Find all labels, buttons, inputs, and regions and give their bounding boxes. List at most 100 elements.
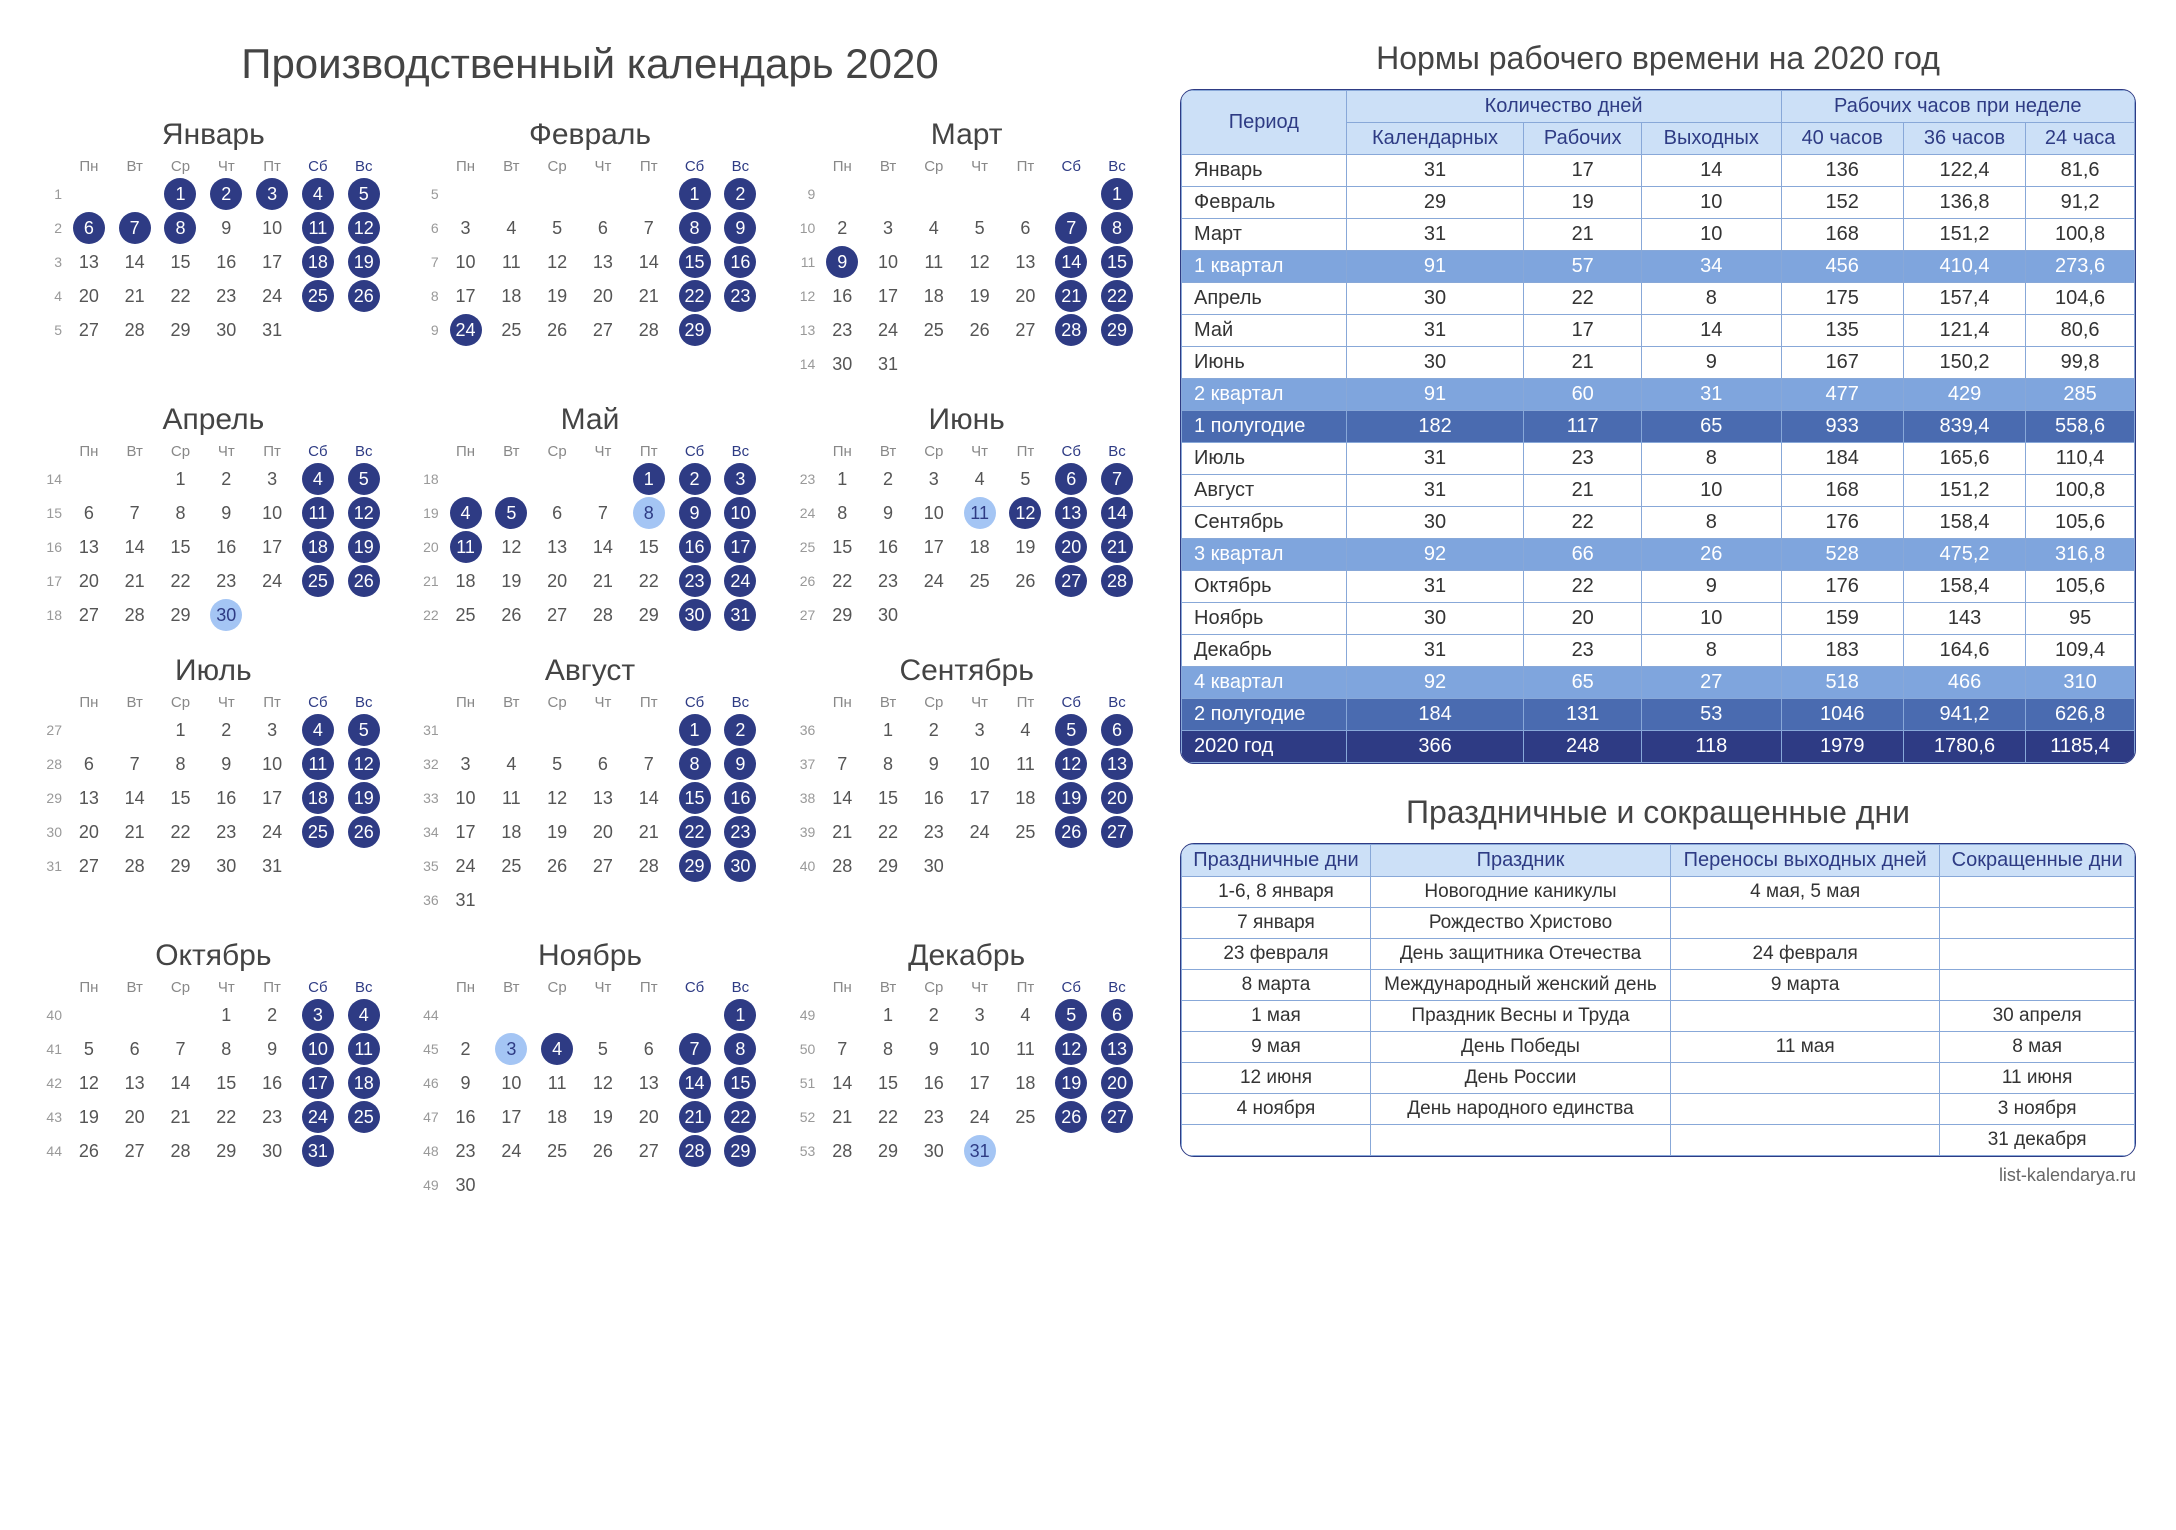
day-cell: 9	[210, 748, 242, 780]
norms-title: Нормы рабочего времени на 2020 год	[1180, 40, 2136, 77]
holiday-cell: 8 марта	[1182, 970, 1371, 1001]
norms-cell: 941,2	[1903, 699, 2025, 731]
day-cell: 18	[495, 280, 527, 312]
day-cell: 13	[1009, 246, 1041, 278]
day-cell: 16	[679, 531, 711, 563]
day-cell: 21	[633, 816, 665, 848]
day-cell: 1	[1101, 178, 1133, 210]
day-cell: 7	[587, 497, 619, 529]
norms-cell: 1046	[1781, 699, 1903, 731]
day-cell: 4	[918, 212, 950, 244]
norms-table: ПериодКоличество днейРабочих часов при н…	[1181, 90, 2135, 763]
day-cell: 23	[918, 816, 950, 848]
month-name: Май	[417, 403, 764, 437]
day-cell: 19	[348, 782, 380, 814]
day-cell: 24	[256, 280, 288, 312]
holiday-cell: День Победы	[1370, 1032, 1670, 1063]
day-cell: 11	[348, 1033, 380, 1065]
norms-cell: 21	[1524, 219, 1642, 251]
day-cell: 18	[1009, 1067, 1041, 1099]
day-cell: 27	[1101, 1101, 1133, 1133]
day-cell: 30	[724, 850, 756, 882]
day-cell: 7	[119, 212, 151, 244]
holiday-cell	[1671, 1125, 1940, 1156]
norms-cell: 933	[1781, 411, 1903, 443]
norms-cell: 131	[1524, 699, 1642, 731]
norms-cell: 17	[1524, 315, 1642, 347]
day-cell: 23	[256, 1101, 288, 1133]
day-cell: 17	[872, 280, 904, 312]
day-cell: 28	[119, 850, 151, 882]
norms-cell: 105,6	[2026, 507, 2135, 539]
holiday-cell: День защитника Отечества	[1370, 939, 1670, 970]
day-cell: 24	[918, 565, 950, 597]
norms-cell: 8	[1641, 507, 1781, 539]
norms-cell: 143	[1903, 603, 2025, 635]
day-cell: 27	[587, 850, 619, 882]
norms-cell: 23	[1524, 635, 1642, 667]
holiday-cell: 3 ноября	[1940, 1094, 2135, 1125]
day-cell: 17	[724, 531, 756, 563]
day-cell: 12	[1009, 497, 1041, 529]
norms-cell: 117	[1524, 411, 1642, 443]
norms-cell: 135	[1781, 315, 1903, 347]
day-cell: 10	[964, 748, 996, 780]
norms-cell: 168	[1781, 475, 1903, 507]
day-cell: 12	[1055, 1033, 1087, 1065]
day-cell: 14	[633, 782, 665, 814]
norms-cell: 81,6	[2026, 155, 2135, 187]
holiday-cell	[1940, 970, 2135, 1001]
day-cell: 31	[256, 850, 288, 882]
day-cell: 19	[1009, 531, 1041, 563]
norms-cell: 175	[1781, 283, 1903, 315]
day-cell: 21	[826, 816, 858, 848]
norms-cell: 10	[1641, 603, 1781, 635]
day-cell: 13	[587, 246, 619, 278]
day-cell: 1	[210, 999, 242, 1031]
day-cell: 12	[964, 246, 996, 278]
day-cell: 31	[450, 884, 482, 916]
day-cell: 8	[210, 1033, 242, 1065]
holiday-cell: 8 мая	[1940, 1032, 2135, 1063]
norms-cell: 310	[2026, 667, 2135, 699]
day-cell: 17	[964, 782, 996, 814]
holiday-cell: День народного единства	[1370, 1094, 1670, 1125]
norms-cell: 31	[1346, 571, 1524, 603]
norms-cell: 9	[1641, 571, 1781, 603]
day-cell: 2	[450, 1033, 482, 1065]
norms-cell: 518	[1781, 667, 1903, 699]
day-cell: 6	[1101, 714, 1133, 746]
norms-cell: 158,4	[1903, 571, 2025, 603]
day-cell: 1	[826, 463, 858, 495]
day-cell: 8	[872, 1033, 904, 1065]
day-cell: 2	[210, 178, 242, 210]
day-cell: 28	[587, 599, 619, 631]
day-cell: 31	[256, 314, 288, 346]
day-cell: 5	[348, 714, 380, 746]
day-cell: 6	[541, 497, 573, 529]
day-cell: 28	[826, 1135, 858, 1167]
holiday-cell: 9 мая	[1182, 1032, 1371, 1063]
day-cell: 6	[1055, 463, 1087, 495]
day-cell: 8	[164, 212, 196, 244]
day-cell: 2	[918, 999, 950, 1031]
day-cell: 16	[918, 1067, 950, 1099]
day-cell: 18	[302, 782, 334, 814]
day-cell: 11	[450, 531, 482, 563]
calendar-grid: ЯнварьПнВтСрЧтПтСбВс11234526789101112313…	[40, 118, 1140, 1202]
month: ОктябрьПнВтСрЧтПтСбВс4012344156789101142…	[40, 939, 387, 1202]
day-cell: 28	[633, 850, 665, 882]
norms-cell: 10	[1641, 475, 1781, 507]
month-name: Декабрь	[793, 939, 1140, 973]
month: МартПнВтСрЧтПтСбВс9110234567811910111213…	[793, 118, 1140, 381]
day-cell: 30	[210, 850, 242, 882]
day-cell: 15	[1101, 246, 1133, 278]
norms-cell: 4 квартал	[1182, 667, 1347, 699]
day-cell: 29	[679, 850, 711, 882]
day-cell: 12	[348, 748, 380, 780]
norms-cell: 65	[1641, 411, 1781, 443]
day-cell: 9	[256, 1033, 288, 1065]
norms-cell: 150,2	[1903, 347, 2025, 379]
day-cell: 3	[450, 748, 482, 780]
day-cell: 11	[302, 748, 334, 780]
